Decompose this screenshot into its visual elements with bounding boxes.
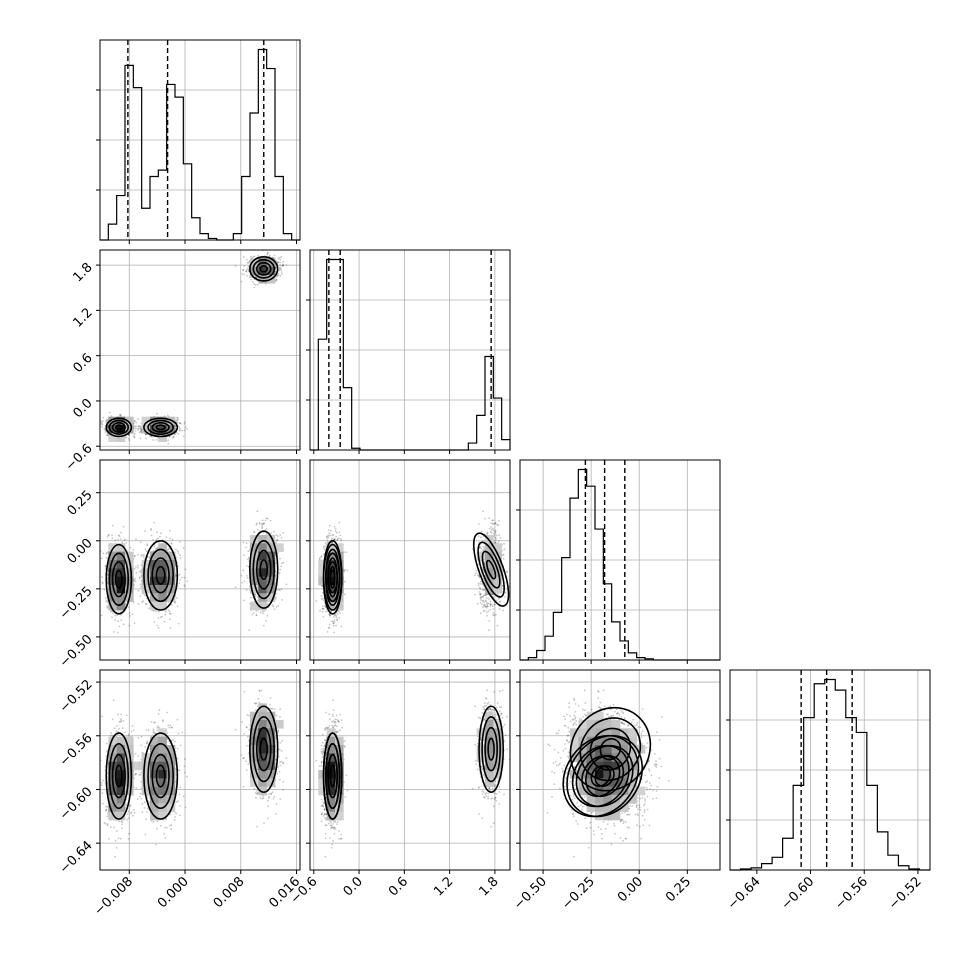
- histogram-param-2: [520, 468, 720, 661]
- y-tick-label-3-0: −0.64: [57, 838, 96, 877]
- y-tick-label-1-0: −0.6: [63, 441, 96, 474]
- x-tick-label-3-1: −0.60: [779, 874, 818, 913]
- panel-frame-3-1: [309, 669, 511, 871]
- x-tick-label-3-0: −0.64: [725, 874, 764, 913]
- y-tick-label-2-0: −0.50: [57, 632, 96, 671]
- y-tick-label-2-3: 0.25: [65, 488, 96, 519]
- x-tick-label-3-2: −0.56: [832, 874, 871, 913]
- contours-3-2: [562, 706, 652, 818]
- panel-frame-1-0: [99, 249, 301, 451]
- density-3-1: [318, 711, 502, 821]
- y-tick-label-1-3: 1.2: [70, 305, 95, 330]
- panel-frame-2-0: [99, 459, 301, 661]
- x-tick-label-0-1: 0.000: [155, 874, 192, 911]
- panel-frame-3-0: [99, 669, 301, 871]
- x-tick-label-1-1: 0.0: [341, 874, 366, 899]
- contours-3-1: [322, 705, 505, 820]
- x-tick-label-3-3: −0.52: [886, 874, 925, 913]
- x-tick-label-0-2: 0.008: [211, 874, 248, 911]
- y-tick-label-1-2: 0.6: [70, 351, 95, 376]
- contours-1-0: [105, 255, 279, 438]
- y-tick-label-1-4: 1.8: [70, 260, 95, 285]
- density-1-0: [108, 258, 276, 442]
- x-tick-label-1-2: 0.6: [386, 874, 411, 899]
- x-tick-label-2-0: −0.50: [511, 874, 550, 913]
- x-tick-label-2-2: 0.00: [615, 874, 646, 905]
- y-tick-label-2-1: −0.25: [57, 584, 96, 623]
- x-tick-label-2-3: 0.25: [663, 874, 694, 905]
- contours-2-1: [322, 532, 510, 615]
- panel-frame-2-1: [309, 459, 511, 661]
- x-tick-label-1-3: 1.2: [431, 874, 456, 899]
- histogram-param-0: [100, 48, 300, 241]
- contours-2-0: [105, 530, 279, 615]
- x-tick-label-1-4: 1.8: [476, 874, 501, 899]
- y-tick-label-1-1: 0.0: [70, 396, 95, 421]
- contours-3-0: [105, 705, 279, 820]
- histogram-param-3: [730, 678, 930, 871]
- x-tick-label-0-0: −0.008: [91, 874, 136, 919]
- y-tick-label-3-1: −0.60: [57, 785, 96, 824]
- scatter-points-2-1: [315, 510, 511, 634]
- x-tick-label-2-1: −0.25: [559, 874, 598, 913]
- y-tick-label-2-2: 0.00: [65, 536, 96, 567]
- y-tick-label-3-2: −0.56: [57, 731, 96, 770]
- y-tick-label-3-3: −0.52: [57, 677, 96, 716]
- panel-frame-3-2: [519, 669, 721, 871]
